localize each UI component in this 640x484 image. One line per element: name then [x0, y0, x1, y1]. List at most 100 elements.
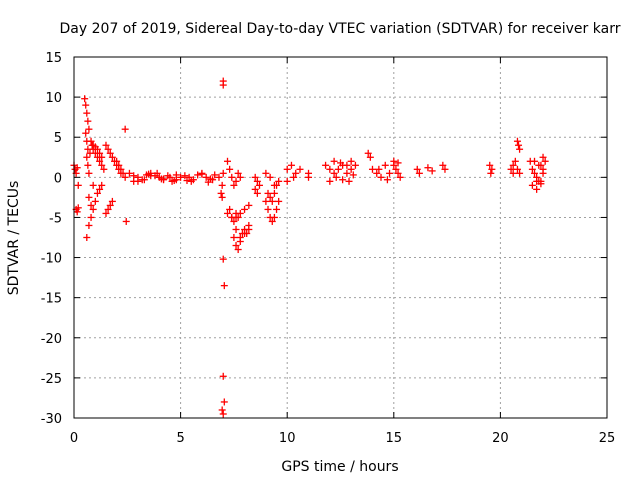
data-point — [528, 181, 536, 189]
data-point — [270, 189, 278, 197]
data-point — [96, 149, 104, 157]
data-point — [234, 169, 242, 177]
data-point — [83, 153, 91, 161]
data-point — [119, 169, 127, 177]
data-point — [533, 177, 541, 185]
data-point — [220, 398, 228, 406]
data-point — [85, 125, 93, 133]
data-point — [439, 161, 447, 169]
data-point — [74, 181, 82, 189]
data-point — [273, 205, 281, 213]
chart-title: Day 207 of 2019, Sidereal Day-to-day VTE… — [60, 21, 621, 37]
data-point — [82, 129, 90, 137]
data-point — [264, 189, 272, 197]
data-point — [230, 217, 238, 225]
data-point — [226, 165, 234, 173]
data-point — [486, 161, 494, 169]
data-point — [511, 157, 519, 165]
data-point — [516, 169, 524, 177]
y-axis-label: SDTVAR / TECUs — [6, 181, 22, 296]
data-point — [220, 282, 228, 290]
data-point — [108, 153, 116, 161]
y-tick-label: 15 — [45, 51, 62, 66]
y-tick-label: -30 — [41, 412, 62, 427]
data-point — [509, 169, 517, 177]
data-point — [73, 208, 81, 216]
data-point — [236, 173, 244, 181]
data-point — [89, 205, 97, 213]
data-point — [209, 176, 217, 184]
data-point — [218, 406, 226, 414]
data-point — [381, 161, 389, 169]
data-point — [366, 153, 374, 161]
data-point — [270, 213, 278, 221]
data-point — [187, 177, 195, 185]
data-point — [305, 173, 313, 181]
data-point — [81, 95, 89, 103]
data-point — [93, 145, 101, 153]
data-point — [330, 169, 338, 177]
y-tick-label: -10 — [41, 252, 62, 267]
data-point — [232, 213, 240, 221]
data-point — [266, 193, 274, 201]
data-point — [509, 161, 517, 169]
data-point — [102, 209, 110, 217]
data-point — [531, 157, 539, 165]
data-point — [513, 137, 521, 145]
data-point — [228, 173, 236, 181]
data-point — [386, 169, 394, 177]
data-point — [198, 170, 206, 178]
data-point — [394, 159, 402, 167]
data-point — [392, 165, 400, 173]
data-point — [251, 185, 259, 193]
data-point — [100, 165, 108, 173]
data-point — [264, 205, 272, 213]
data-point — [83, 234, 91, 241]
data-point — [533, 185, 541, 193]
data-point — [157, 175, 165, 183]
data-point — [202, 173, 210, 181]
data-point — [351, 161, 359, 169]
y-tick-label: 0 — [54, 171, 62, 186]
data-point — [102, 141, 110, 149]
data-point — [253, 177, 261, 185]
data-point — [215, 173, 223, 181]
data-point — [345, 177, 353, 185]
data-point — [275, 177, 283, 185]
data-point — [204, 178, 212, 186]
data-point — [117, 165, 125, 173]
data-point — [268, 197, 276, 205]
data-point — [96, 157, 104, 165]
data-point — [253, 189, 261, 197]
data-point — [528, 165, 536, 173]
data-point — [83, 109, 91, 117]
data-point — [394, 169, 402, 177]
data-point — [140, 176, 148, 184]
data-point — [98, 161, 106, 169]
data-point — [153, 169, 161, 177]
data-point — [424, 164, 432, 172]
data-point — [322, 161, 330, 169]
data-point — [266, 173, 274, 181]
data-point — [330, 157, 338, 165]
data-point — [268, 217, 276, 225]
data-point — [106, 201, 114, 209]
data-point — [347, 165, 355, 173]
data-point — [224, 157, 232, 165]
data-point — [115, 161, 123, 169]
points-layer — [70, 77, 549, 418]
data-point — [194, 171, 202, 179]
data-point — [377, 173, 385, 181]
data-point — [251, 173, 259, 181]
x-tick-label: 25 — [599, 431, 616, 446]
data-point — [219, 372, 227, 380]
data-point — [283, 165, 291, 173]
data-point — [230, 181, 238, 189]
data-point — [292, 169, 300, 177]
data-point — [224, 209, 232, 217]
data-point — [287, 161, 295, 169]
data-point — [383, 176, 391, 184]
data-point — [145, 170, 153, 178]
data-point — [283, 177, 291, 185]
